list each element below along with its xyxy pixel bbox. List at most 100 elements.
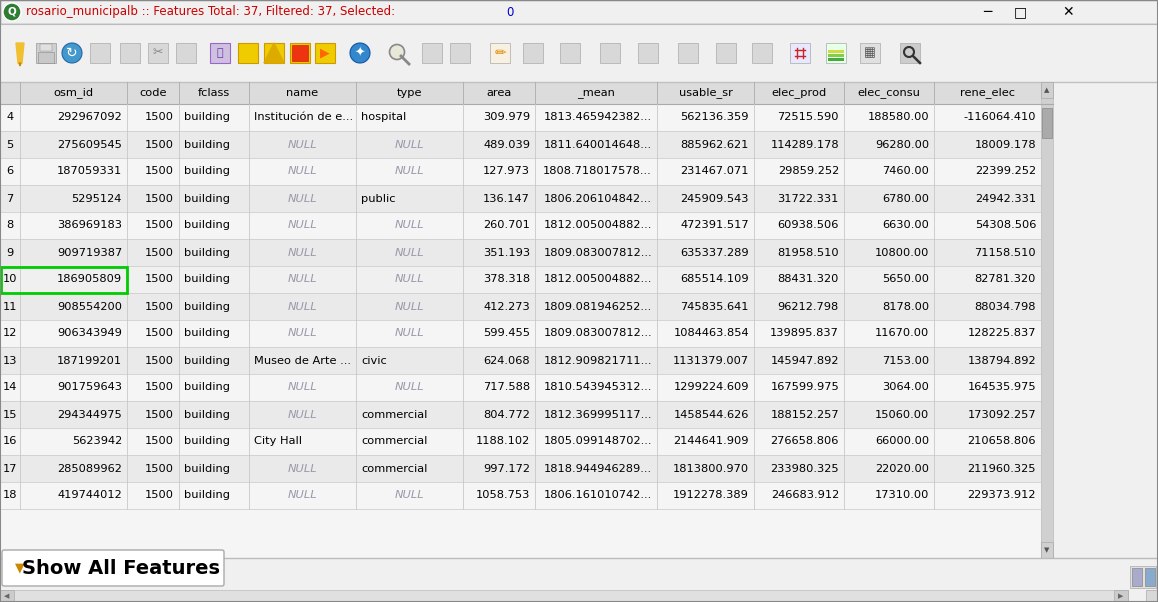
Text: 276658.806: 276658.806	[770, 436, 840, 447]
Bar	[0, 455, 1041, 482]
Text: NULL: NULL	[395, 302, 424, 311]
Text: usable_sr: usable_sr	[679, 87, 733, 99]
Circle shape	[63, 43, 82, 63]
Text: commercial: commercial	[361, 436, 427, 447]
Bar	[0, 185, 1041, 212]
Text: 1809.083007812...: 1809.083007812...	[543, 329, 652, 338]
Text: 82781.320: 82781.320	[975, 275, 1036, 285]
Text: name: name	[286, 88, 318, 98]
Text: 29859.252: 29859.252	[778, 167, 840, 176]
Text: 260.701: 260.701	[483, 220, 530, 231]
Text: 245909.543: 245909.543	[681, 193, 749, 203]
Bar	[0, 24, 1158, 82]
Text: 187199201: 187199201	[57, 356, 122, 365]
Text: 8178.00: 8178.00	[882, 302, 929, 311]
Text: 562136.359: 562136.359	[681, 113, 749, 122]
Text: 6630.00: 6630.00	[882, 220, 929, 231]
Bar	[1041, 542, 1053, 558]
Bar	[560, 43, 580, 63]
Text: 72515.590: 72515.590	[777, 113, 840, 122]
Text: 275609545: 275609545	[57, 140, 122, 149]
Text: 1299224.609: 1299224.609	[674, 382, 749, 393]
Text: 6: 6	[7, 167, 14, 176]
Text: 635337.289: 635337.289	[681, 247, 749, 258]
Text: 0: 0	[506, 5, 513, 19]
Text: 4: 4	[7, 113, 14, 122]
Text: 1500: 1500	[145, 409, 174, 420]
Circle shape	[3, 3, 21, 21]
Text: 7: 7	[7, 193, 14, 203]
Text: 6780.00: 6780.00	[882, 193, 929, 203]
Circle shape	[350, 43, 371, 63]
Polygon shape	[264, 43, 284, 63]
Text: 472391.517: 472391.517	[681, 220, 749, 231]
Bar	[826, 43, 846, 63]
Text: ✂: ✂	[153, 46, 163, 60]
Text: ─: ─	[983, 5, 991, 19]
Text: 9: 9	[7, 247, 14, 258]
Text: 294344975: 294344975	[57, 409, 122, 420]
Text: 3064.00: 3064.00	[882, 382, 929, 393]
Text: Institución de e...: Institución de e...	[254, 113, 353, 122]
Text: building: building	[184, 113, 230, 122]
Text: 7460.00: 7460.00	[882, 167, 929, 176]
Bar	[0, 239, 1041, 266]
Text: public: public	[361, 193, 396, 203]
Bar	[828, 50, 844, 53]
Polygon shape	[16, 43, 24, 63]
Text: building: building	[184, 193, 230, 203]
Bar	[900, 43, 919, 63]
Text: 211960.325: 211960.325	[967, 464, 1036, 474]
Text: NULL: NULL	[287, 220, 317, 231]
Text: 5295124: 5295124	[72, 193, 122, 203]
Text: 1806.161010742...: 1806.161010742...	[544, 491, 652, 500]
Text: osm_id: osm_id	[53, 87, 94, 99]
Text: 1500: 1500	[145, 491, 174, 500]
Text: building: building	[184, 247, 230, 258]
Text: 5623942: 5623942	[72, 436, 122, 447]
Text: building: building	[184, 464, 230, 474]
Text: 1500: 1500	[145, 140, 174, 149]
Text: 8: 8	[7, 220, 14, 231]
Text: 745835.641: 745835.641	[681, 302, 749, 311]
Bar	[36, 43, 56, 63]
Bar	[828, 54, 844, 57]
Text: 624.068: 624.068	[483, 356, 530, 365]
Circle shape	[389, 45, 404, 60]
Bar	[264, 43, 284, 63]
Bar	[0, 266, 1041, 293]
Text: building: building	[184, 167, 230, 176]
Bar	[290, 43, 310, 63]
Bar	[0, 482, 1041, 509]
Text: 71158.510: 71158.510	[974, 247, 1036, 258]
Bar	[0, 374, 1041, 401]
Bar	[523, 43, 543, 63]
Text: 2144641.909: 2144641.909	[674, 436, 749, 447]
Bar	[315, 43, 335, 63]
Bar	[790, 43, 809, 63]
Text: 1058.753: 1058.753	[476, 491, 530, 500]
Bar	[239, 43, 258, 63]
Text: -116064.410: -116064.410	[963, 113, 1036, 122]
Bar	[0, 428, 1041, 455]
Text: 1812.909821711...: 1812.909821711...	[543, 356, 652, 365]
Text: ↻: ↻	[66, 46, 78, 60]
Text: area: area	[486, 88, 512, 98]
Text: 997.172: 997.172	[483, 464, 530, 474]
Text: 1809.083007812...: 1809.083007812...	[543, 247, 652, 258]
Text: 18: 18	[2, 491, 17, 500]
Text: NULL: NULL	[395, 140, 424, 149]
Text: 7153.00: 7153.00	[882, 356, 929, 365]
Text: 17: 17	[2, 464, 17, 474]
Bar	[828, 58, 844, 61]
Text: 15: 15	[2, 409, 17, 420]
Text: 10800.00: 10800.00	[874, 247, 929, 258]
Text: building: building	[184, 356, 230, 365]
Text: 13: 13	[2, 356, 17, 365]
Text: NULL: NULL	[395, 220, 424, 231]
Text: 15060.00: 15060.00	[874, 409, 929, 420]
Text: 1810.543945312...: 1810.543945312...	[543, 382, 652, 393]
Text: 210658.806: 210658.806	[967, 436, 1036, 447]
Bar	[41, 44, 52, 51]
Text: NULL: NULL	[395, 167, 424, 176]
